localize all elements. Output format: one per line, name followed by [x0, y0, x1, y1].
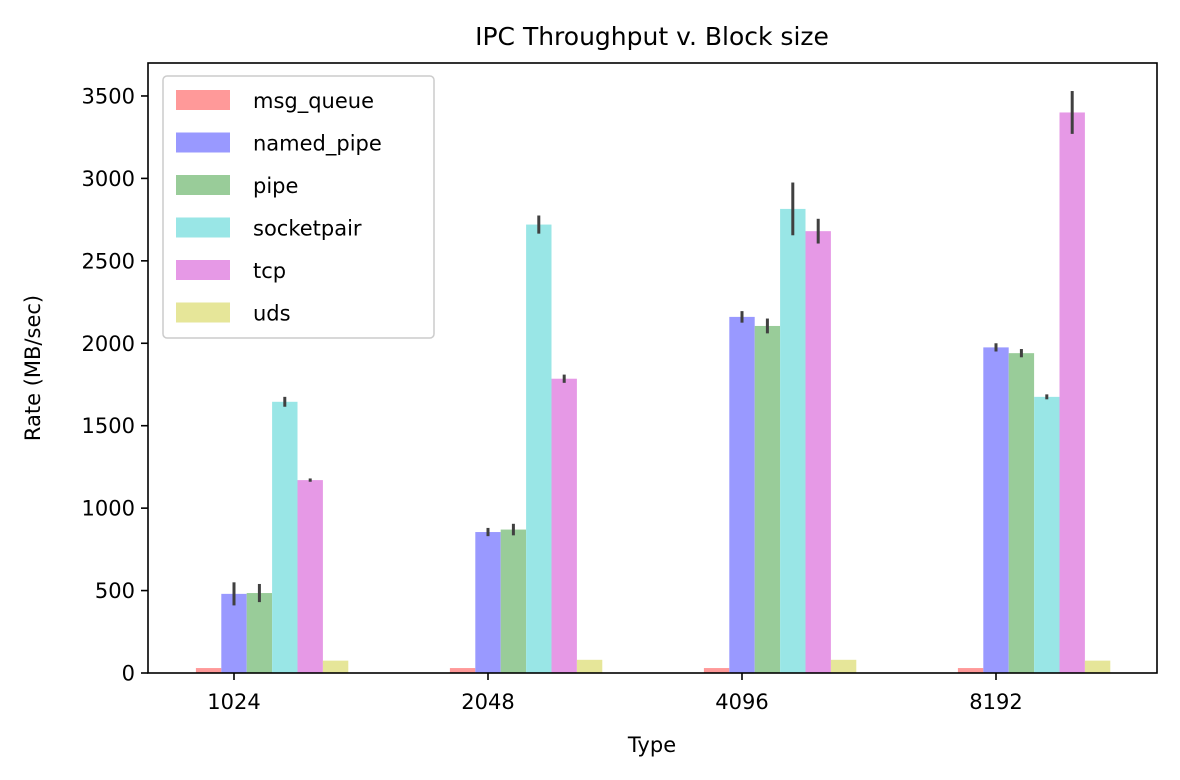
x-axis-label: Type — [627, 733, 676, 757]
bar-socketpair-2048 — [526, 224, 552, 673]
bar-pipe-2048 — [500, 529, 527, 673]
y-tick-label: 2500 — [82, 249, 135, 273]
legend-label-msg_queue: msg_queue — [253, 89, 374, 114]
bar-tcp-2048 — [551, 378, 577, 673]
y-tick-label: 500 — [95, 579, 135, 603]
bar-uds-8192 — [1084, 660, 1111, 673]
x-tick-label: 4096 — [715, 690, 768, 714]
bar-pipe-8192 — [1008, 353, 1035, 673]
legend-swatch-tcp — [176, 260, 230, 280]
x-tick-label: 1024 — [207, 690, 260, 714]
plot-frame — [147, 62, 1158, 674]
bar-named_pipe-8192 — [983, 347, 1009, 673]
legend-label-uds: uds — [253, 302, 291, 326]
bar-msg_queue-1024 — [195, 668, 222, 673]
x-tick-label: 8192 — [969, 690, 1022, 714]
y-axis-ticks: 0 500 1000 1500 2000 2500 3000 3500 — [82, 84, 148, 686]
legend-swatch-uds — [176, 302, 230, 323]
legend-swatch-socketpair — [176, 217, 230, 238]
y-tick-label: 2000 — [82, 332, 135, 356]
bar-tcp-8192 — [1059, 112, 1085, 673]
legend-label-tcp: tcp — [253, 259, 286, 283]
y-tick-label: 1000 — [82, 497, 135, 521]
legend-box — [162, 75, 435, 339]
bar-msg_queue-8192 — [957, 668, 984, 673]
y-axis-label: Rate (MB/sec) — [21, 295, 45, 441]
bar-msg_queue-4096 — [703, 668, 730, 673]
x-tick-label: 2048 — [461, 690, 514, 714]
bar-named_pipe-2048 — [475, 532, 501, 673]
bar-tcp-1024 — [297, 480, 323, 673]
y-tick-label: 3000 — [82, 167, 135, 191]
y-tick-label: 3500 — [82, 84, 135, 108]
bar-socketpair-4096 — [780, 208, 806, 674]
bar-socketpair-1024 — [272, 401, 298, 673]
legend-swatch-msg_queue — [176, 90, 230, 110]
bar-tcp-4096 — [805, 231, 831, 673]
bar-pipe-1024 — [246, 593, 273, 673]
legend-swatch-named_pipe — [176, 132, 230, 153]
error-bars-group — [232, 91, 1074, 606]
bar-uds-1024 — [322, 660, 349, 673]
bar-named_pipe-1024 — [221, 593, 247, 673]
legend-label-socketpair: socketpair — [253, 217, 362, 241]
y-tick-label: 0 — [122, 662, 135, 686]
legend-label-pipe: pipe — [253, 174, 298, 198]
bar-socketpair-8192 — [1034, 396, 1060, 673]
bars-group — [195, 112, 1111, 674]
x-axis-ticks: 1024 2048 4096 8192 — [207, 673, 1023, 714]
bar-msg_queue-2048 — [449, 668, 476, 673]
bar-uds-4096 — [830, 659, 857, 673]
legend-swatch-pipe — [176, 175, 230, 195]
y-tick-label: 1500 — [82, 414, 135, 438]
bar-uds-2048 — [576, 659, 603, 673]
legend-label-named_pipe: named_pipe — [253, 132, 382, 157]
chart-title: IPC Throughput v. Block size — [475, 22, 829, 51]
bar-named_pipe-4096 — [729, 316, 755, 673]
bar-pipe-4096 — [754, 325, 781, 673]
